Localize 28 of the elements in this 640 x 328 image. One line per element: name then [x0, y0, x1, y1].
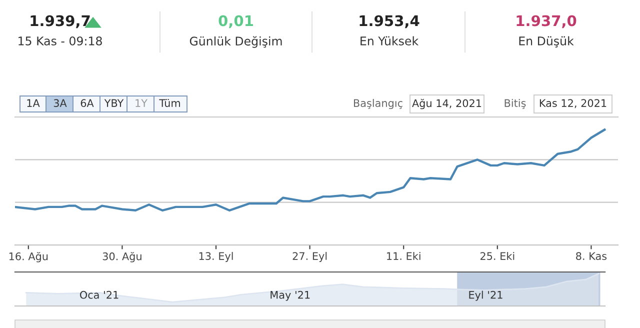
text: 1.953,4 — [360, 15, 420, 28]
text: 3A — [54, 99, 67, 108]
text: Kas 12, 2021 — [540, 99, 606, 108]
x-tick-label: May '21 — [270, 290, 310, 301]
x-tick-label: 8. Kas — [576, 252, 607, 260]
text: Günlük Değişim — [190, 36, 282, 48]
text: Tüm — [159, 98, 180, 108]
text: Ağu 14, 2021 — [412, 98, 482, 110]
text: 1A — [27, 99, 40, 107]
x-tick-label: Eyl '21 — [469, 290, 502, 301]
text: YBY — [104, 99, 124, 107]
text: 15 Kas - 09:18 — [18, 36, 102, 46]
x-tick-label: 27. Eyl — [292, 252, 327, 262]
x-tick-label: 11. Eki — [387, 252, 420, 260]
text: 6A — [80, 99, 94, 108]
x-tick-label: 13. Eyl — [199, 252, 233, 262]
text: Başlangıç — [354, 98, 402, 110]
text: 0,01 — [218, 15, 253, 28]
text: Bitiş — [504, 98, 526, 109]
x-tick-label: 30. Ağu — [102, 252, 142, 262]
text: 1.939,7 — [30, 15, 90, 28]
text: En Düşük — [519, 36, 574, 48]
x-tick-label: 16. Ağu — [9, 252, 48, 262]
text: En Yüksek — [360, 36, 419, 46]
x-tick-label: 25. Eki — [480, 252, 514, 260]
x-tick-label: Oca '21 — [80, 290, 118, 299]
text: 1.937,0 — [516, 15, 576, 28]
text: 1Y — [136, 99, 148, 107]
